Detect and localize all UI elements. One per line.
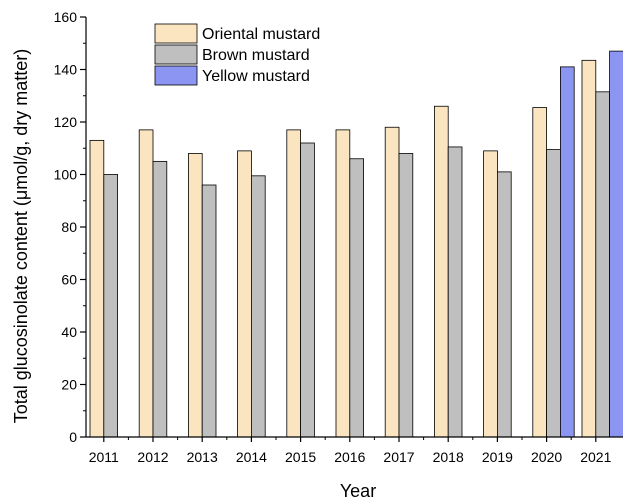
bar-oriental-mustard-2020 [532, 107, 547, 438]
y-tick-label: 120 [54, 114, 78, 130]
bar-brown-mustard-2018 [447, 146, 463, 438]
bar-oriental-mustard-2015 [286, 129, 301, 438]
x-tick-label-2017: 2017 [383, 449, 414, 465]
bar-yellow-mustard-2020 [560, 66, 575, 438]
x-tick-label-2015: 2015 [285, 449, 316, 465]
y-tick-label: 40 [61, 324, 77, 340]
y-axis-title: Total glucosinolate content (μmol/g, dry… [11, 49, 31, 424]
legend-swatch-brown-mustard [154, 44, 198, 65]
y-tick-label: 80 [61, 219, 77, 235]
bar-brown-mustard-2014 [250, 175, 266, 438]
legend: Oriental mustard Brown mustard Yellow must… [154, 23, 320, 86]
legend-swatch-yellow-mustard [154, 65, 198, 86]
x-tick-label-2011: 2011 [89, 449, 119, 465]
y-tick-label: 160 [54, 9, 78, 25]
bar-yellow-mustard-2021 [609, 50, 623, 438]
x-tick-label-2020: 2020 [531, 449, 562, 465]
bar-oriental-mustard-2019 [483, 150, 498, 438]
x-tick-label-2014: 2014 [236, 449, 267, 465]
legend-label-brown-mustard: Brown mustard [202, 47, 310, 64]
y-tick-label: 20 [61, 377, 77, 393]
x-tick-label-2013: 2013 [187, 449, 218, 465]
legend-label-yellow-mustard: Yellow mustard [202, 68, 310, 85]
bar-oriental-mustard-2014 [237, 150, 252, 438]
x-tick-label-2021: 2021 [580, 449, 611, 465]
bar-brown-mustard-2019 [496, 171, 512, 438]
x-axis-title: Year [340, 481, 376, 501]
bar-brown-mustard-2012 [152, 160, 168, 438]
bar-brown-mustard-2017 [398, 153, 414, 438]
legend-label-oriental-mustard: Oriental mustard [202, 26, 320, 43]
bar-oriental-mustard-2017 [384, 126, 400, 438]
x-tick-label-2016: 2016 [334, 449, 365, 465]
y-tick-label: 140 [54, 62, 78, 78]
bars-group [89, 50, 623, 438]
bar-brown-mustard-2011 [103, 174, 119, 438]
x-tick-label-2012: 2012 [137, 449, 168, 465]
bar-brown-mustard-2013 [201, 184, 217, 438]
x-tick-label-2018: 2018 [433, 449, 464, 465]
y-tick-label: 60 [61, 272, 77, 288]
bar-brown-mustard-2016 [349, 158, 364, 438]
bar-oriental-mustard-2018 [433, 105, 449, 438]
bar-brown-mustard-2021 [595, 91, 610, 438]
x-tick-label-2019: 2019 [482, 449, 513, 465]
legend-swatch-oriental-mustard [154, 23, 198, 44]
bar-oriental-mustard-2012 [138, 129, 154, 438]
bar-oriental-mustard-2016 [335, 129, 351, 438]
y-tick-label: 100 [54, 167, 78, 183]
ticks-group: 0 20 40 60 80 100 120 140 160 2011 2012 2013 2014 201… [54, 9, 612, 465]
bar-oriental-mustard-2021 [581, 59, 597, 438]
bar-oriental-mustard-2013 [187, 153, 203, 438]
bar-brown-mustard-2020 [546, 149, 561, 438]
bar-brown-mustard-2015 [300, 142, 315, 438]
y-tick-label: 0 [69, 429, 77, 445]
bar-oriental-mustard-2011 [89, 139, 105, 438]
